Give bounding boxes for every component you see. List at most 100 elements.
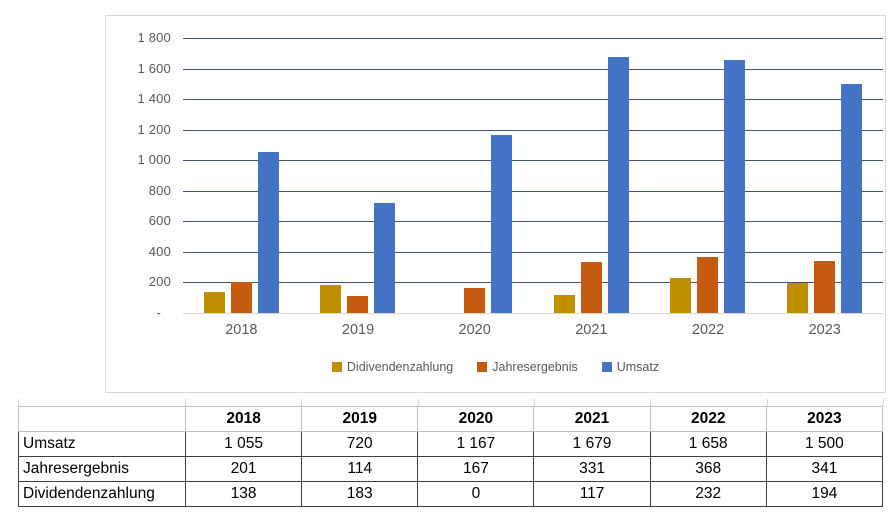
- bar-jahresergebnis: [464, 287, 486, 313]
- table-row: Umsatz 1 055 720 1 167 1 679 1 658 1 500: [18, 431, 884, 457]
- bar-umsatz: [607, 56, 629, 313]
- bar-chart: - 200 400 600 800 1 000 1 200 1 400 1 600 1 800 2…: [105, 15, 886, 393]
- table-header-cell: 2020: [417, 406, 535, 432]
- y-tick-label: 600: [148, 213, 171, 229]
- bar-group: [416, 38, 533, 313]
- table-cell: 720: [301, 431, 419, 457]
- gridline: [183, 282, 883, 284]
- table-cell: 1 500: [765, 431, 884, 457]
- gridline: [183, 251, 883, 253]
- table-cell: 183: [301, 481, 419, 507]
- sheet-gridline-stub: [185, 399, 186, 406]
- plot-area: [183, 38, 883, 314]
- gridline: [183, 160, 883, 162]
- bar-didivendenzahlung: [203, 291, 225, 313]
- table-cell: 341: [765, 456, 884, 482]
- table-cell: 117: [533, 481, 651, 507]
- bar-group: [300, 38, 417, 313]
- bar-jahresergebnis: [580, 262, 602, 313]
- table-header-cell: 2019: [301, 406, 419, 432]
- table-row: Dividendenzahlung 138 183 0 117 232 194: [18, 481, 884, 507]
- table-cell: 194: [765, 481, 884, 507]
- y-tick-label: 1 000: [137, 152, 171, 168]
- gridline: [183, 129, 883, 131]
- y-tick-label: 1 400: [137, 91, 171, 107]
- table-cell: 1 679: [533, 431, 651, 457]
- table-row: Jahresergebnis 201 114 167 331 368 341: [18, 456, 884, 482]
- bar-didivendenzahlung: [553, 295, 575, 313]
- legend-item: Didivendenzahlung: [331, 360, 454, 374]
- table-cell: 1 658: [649, 431, 767, 457]
- data-table: 2018 2019 2020 2021 2022 2023 Umsatz 1 055 720 1 …: [18, 406, 884, 507]
- legend-swatch: [477, 362, 488, 372]
- bar-group: [766, 38, 883, 313]
- sheet-gridline-stub: [418, 399, 419, 406]
- table-row-label: Jahresergebnis: [18, 456, 186, 482]
- bar-jahresergebnis: [347, 295, 369, 313]
- bar-umsatz: [724, 59, 746, 313]
- bar-umsatz: [491, 134, 513, 313]
- gridline: [183, 38, 883, 39]
- table-row-label: Umsatz: [18, 431, 186, 457]
- sheet-gridline-stub: [767, 399, 768, 406]
- gridline: [183, 313, 883, 314]
- table-cell: 167: [417, 456, 535, 482]
- table-header-row: 2018 2019 2020 2021 2022 2023: [18, 406, 884, 432]
- bar-jahresergebnis: [230, 282, 252, 313]
- table-cell: 201: [184, 456, 303, 482]
- legend-item: Jahresergebnis: [477, 360, 578, 374]
- legend-item: Umsatz: [601, 360, 660, 374]
- table-header-cell: 2021: [533, 406, 651, 432]
- table-header-cell: 2018: [184, 406, 303, 432]
- table-cell: 232: [649, 481, 767, 507]
- legend-label: Umsatz: [616, 360, 660, 374]
- sheet-gridline-stub: [534, 399, 535, 406]
- x-tick-label: 2022: [691, 322, 725, 338]
- sheet-gridline-stub: [883, 399, 884, 406]
- table-cell: 0: [417, 481, 535, 507]
- y-tick-label: 400: [148, 243, 171, 259]
- y-tick-label: 800: [148, 182, 171, 198]
- table-cell: 1 167: [417, 431, 535, 457]
- sheet-gridline-stub: [301, 399, 302, 406]
- x-tick-label: 2019: [341, 322, 375, 338]
- y-tick-label: 1 600: [137, 60, 171, 76]
- table-header-cell: 2022: [649, 406, 767, 432]
- sheet-gridline-stub: [650, 399, 651, 406]
- bar-group: [183, 38, 300, 313]
- y-tick-label: -: [156, 305, 161, 320]
- y-tick-label: 200: [148, 274, 171, 290]
- gridline: [183, 221, 883, 223]
- legend-label: Didivendenzahlung: [346, 360, 454, 374]
- x-tick-label: 2020: [458, 322, 491, 338]
- x-tick-label: 2018: [225, 322, 258, 338]
- bar-didivendenzahlung: [320, 285, 342, 313]
- table-corner-cell: [18, 406, 186, 432]
- gridline: [183, 99, 883, 101]
- bar-umsatz: [841, 83, 863, 313]
- legend-label: Jahresergebnis: [492, 360, 578, 374]
- legend-swatch: [601, 362, 612, 372]
- table-row-label: Dividendenzahlung: [18, 481, 186, 507]
- x-tick-label: 2021: [575, 322, 608, 338]
- x-axis: 2018 2019 2020 2021 2022 2023: [183, 322, 883, 338]
- table-cell: 368: [649, 456, 767, 482]
- bar-didivendenzahlung: [787, 283, 809, 313]
- gridline: [183, 190, 883, 192]
- table-cell: 138: [184, 481, 303, 507]
- table-cell: 114: [301, 456, 419, 482]
- gridline: [183, 68, 883, 70]
- bar-umsatz: [374, 203, 396, 313]
- table-cell: 331: [533, 456, 651, 482]
- bar-didivendenzahlung: [670, 277, 692, 313]
- bar-jahresergebnis: [697, 256, 719, 313]
- chart-legend: Didivendenzahlung Jahresergebnis Umsatz: [106, 360, 885, 374]
- bar-group: [650, 38, 767, 313]
- x-tick-label: 2023: [808, 322, 841, 338]
- sheet-gridline-stub: [18, 399, 19, 406]
- bar-jahresergebnis: [814, 260, 836, 313]
- bar-group: [533, 38, 650, 313]
- table-cell: 1 055: [184, 431, 303, 457]
- bar-umsatz: [257, 151, 279, 313]
